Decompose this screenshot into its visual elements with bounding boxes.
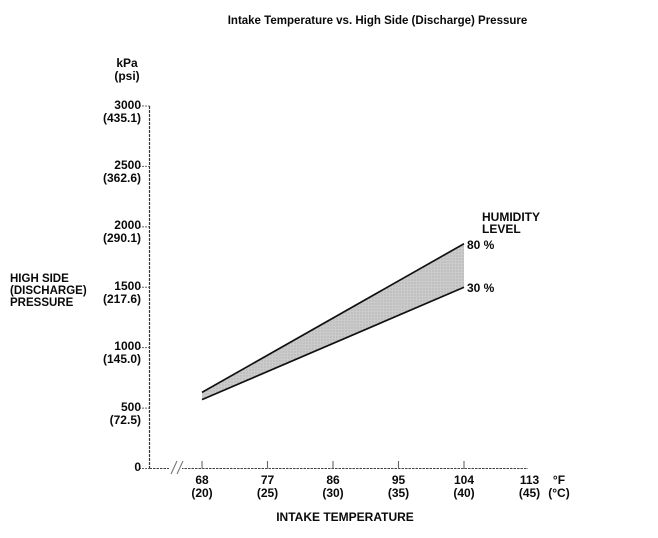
y-tick-label-3000: 3000 (435.1) — [61, 97, 141, 125]
humidity-band — [202, 243, 464, 400]
legend-entry-80: 80 % — [467, 238, 495, 252]
y-tick-kpa: 500 — [120, 399, 141, 414]
legend-title: HUMIDITY LEVEL — [482, 211, 540, 235]
y-axis-title-line: PRESSURE — [10, 297, 74, 309]
x-axis-unit-f: °F — [552, 473, 566, 487]
y-tick-psi: (362.6) — [102, 170, 141, 185]
y-axis-unit-kpa: kPa — [116, 56, 138, 70]
x-tick-c: (40) — [453, 486, 475, 500]
x-axis-break-slash — [170, 460, 178, 475]
y-axis-unit: kPa (psi) — [103, 57, 151, 83]
y-tick-psi: (145.0) — [102, 352, 141, 367]
x-tick-label-86: 86 (30) — [305, 474, 361, 500]
y-tick-label-0: 0 — [61, 461, 141, 474]
y-tick-label-2500: 2500 (362.6) — [61, 157, 141, 185]
y-axis-unit-psi: (psi) — [114, 69, 140, 83]
x-tick-label-77: 77 (25) — [240, 474, 296, 500]
x-tick-label-95: 95 (35) — [371, 474, 427, 500]
legend-entry-30: 30 % — [467, 281, 495, 295]
x-tick-c: (25) — [256, 486, 279, 500]
x-tick-f: 113 — [519, 473, 540, 487]
y-tick-label-2000: 2000 (290.1) — [61, 219, 141, 245]
y-tick-psi: (72.5) — [109, 412, 141, 427]
x-tick-f: 77 — [260, 473, 275, 487]
x-tick-label-113: 113 (45) — [502, 474, 558, 500]
y-tick-label-500: 500 (72.5) — [61, 399, 141, 427]
y-tick-kpa: 0 — [134, 460, 141, 474]
x-tick-f: 86 — [326, 473, 340, 487]
y-axis-title: HIGH SIDE (DISCHARGE) PRESSURE — [10, 273, 87, 309]
y-tick-label-1000: 1000 (145.0) — [61, 340, 141, 366]
x-tick-label-104: 104 (40) — [436, 474, 492, 500]
x-tick-f: 104 — [453, 473, 475, 487]
y-tick-kpa: 1000 — [114, 339, 141, 354]
x-axis-title: INTAKE TEMPERATURE — [276, 510, 414, 524]
x-tick-label-68: 68 (20) — [174, 474, 230, 500]
legend-title-line: HUMIDITY — [482, 210, 540, 224]
y-tick-psi: (435.1) — [102, 110, 141, 125]
y-tick-psi: (290.1) — [102, 231, 141, 246]
y-tick-kpa: 3000 — [114, 97, 141, 112]
humidity-80-line — [201, 243, 465, 394]
x-tick-c: (45) — [518, 486, 541, 500]
y-tick-label-1500: 1500 (217.6) — [61, 278, 141, 306]
y-tick-kpa: 2500 — [114, 157, 141, 172]
y-axis-title-line: (DISCHARGE) — [10, 285, 87, 297]
x-axis-unit-c: (°C) — [548, 486, 570, 500]
humidity-30-line — [201, 286, 465, 401]
chart-title: Intake Temperature vs. High Side (Discha… — [227, 15, 528, 27]
x-tick-f: 95 — [391, 473, 406, 487]
y-axis-title-line: HIGH SIDE — [10, 273, 69, 285]
x-axis-break-slash — [176, 460, 184, 475]
y-tick-kpa: 2000 — [114, 218, 141, 233]
x-tick-f: 68 — [195, 473, 209, 487]
x-tick-c: (35) — [387, 486, 410, 500]
y-tick-psi: (217.6) — [102, 291, 141, 306]
x-tick-c: (30) — [322, 486, 344, 500]
x-tick-c: (20) — [191, 486, 213, 500]
x-axis-unit: °F (°C) — [539, 474, 579, 500]
legend-title-line: LEVEL — [482, 222, 521, 236]
y-tick-kpa: 1500 — [114, 278, 141, 293]
